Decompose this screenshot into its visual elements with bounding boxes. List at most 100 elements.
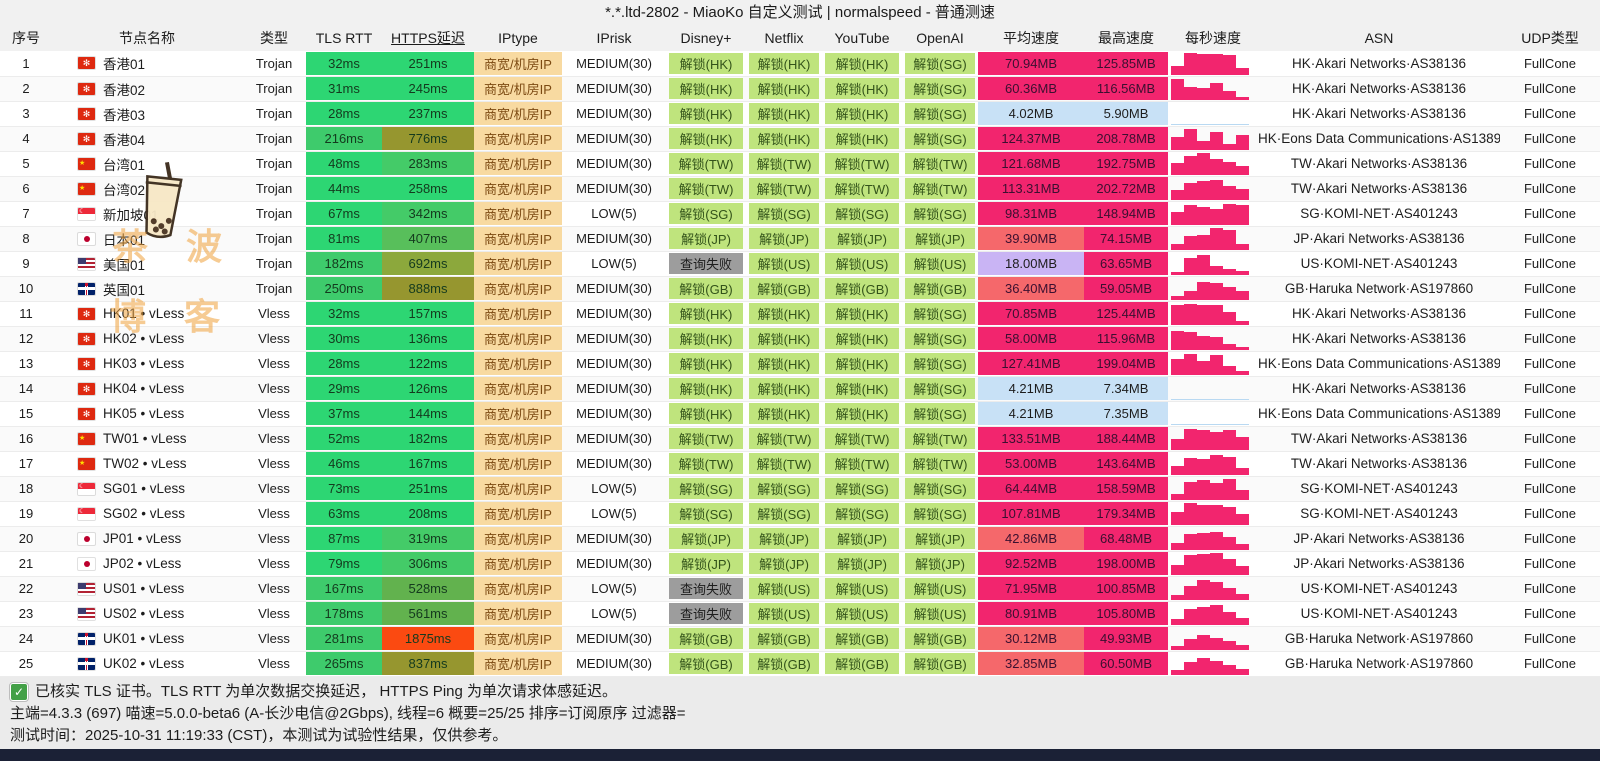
cell-disney-unlock: 解锁(HK) [666,101,746,127]
cell-tls-rtt: 167ms [306,576,382,602]
cell-max-speed: 115.96MB [1084,326,1168,352]
cell-https-latency: 126ms [382,376,474,402]
cell-protocol-type: Trojan [242,276,306,302]
cell-https-latency: 182ms [382,426,474,452]
cell-tls-rtt: 67ms [306,201,382,227]
cell-index: 2 [0,76,52,102]
cell-disney-unlock: 解锁(GB) [666,651,746,677]
hk-flag-icon [78,132,95,145]
cell-openai-unlock: 解锁(GB) [902,276,978,302]
cell-iptype: 商宽/机房IP [474,326,562,352]
cell-https-latency: 776ms [382,126,474,152]
cell-disney-unlock: 解锁(JP) [666,526,746,552]
cell-openai-unlock: 解锁(TW) [902,451,978,477]
cell-per-second-sparkline [1168,76,1258,102]
cell-max-speed: 60.50MB [1084,651,1168,677]
cell-udp-type: FullCone [1500,651,1600,677]
cell-openai-unlock: 解锁(TW) [902,426,978,452]
cell-https-latency: 837ms [382,651,474,677]
table-row: 12HK02 • vLessVless30ms136ms商宽/机房IPMEDIU… [0,326,1600,352]
cell-iptype: 商宽/机房IP [474,551,562,577]
cell-per-second-sparkline [1168,476,1258,502]
cell-netflix-unlock: 解锁(JP) [746,226,822,252]
cell-asn: HK·Akari Networks·AS38136 [1258,301,1500,327]
cell-disney-unlock: 解锁(HK) [666,301,746,327]
cell-netflix-unlock: 解锁(TW) [746,426,822,452]
us-flag-icon [78,257,95,270]
table-row: 23 US02 • vLess Vless 178ms 561ms 商宽/机房IP LOW(… [0,601,1600,627]
cell-avg-speed: 107.81MB [978,501,1084,527]
cell-tls-rtt: 46ms [306,451,382,477]
cell-iptype: 商宽/机房IP [474,426,562,452]
cell-max-speed: 188.44MB [1084,426,1168,452]
cn-flag-icon [78,457,95,470]
cell-node-name: TW02 • vLess [52,451,242,477]
cell-disney-unlock: 解锁(TW) [666,151,746,177]
cell-avg-speed: 32.85MB [978,651,1084,677]
cell-https-latency: 208ms [382,501,474,527]
gb-flag-icon [78,657,95,670]
cell-per-second-sparkline [1168,451,1258,477]
jp-flag-icon [78,232,95,245]
table-row: 6台湾02Trojan44ms258ms商宽/机房IPMEDIUM(30)解锁(… [0,176,1600,202]
cell-netflix-unlock: 解锁(HK) [746,126,822,152]
cell-netflix-unlock: 解锁(TW) [746,451,822,477]
column-header-4: HTTPS延迟 [382,25,474,51]
cell-tls-rtt: 281ms [306,626,382,652]
column-header-10: OpenAI [902,25,978,51]
cell-avg-speed: 42.86MB [978,526,1084,552]
cell-https-latency: 528ms [382,576,474,602]
report-footer: ✓ 已核实 TLS 证书。TLS RTT 为单次数据交换延迟， HTTPS Pi… [0,676,1600,749]
cell-avg-speed: 60.36MB [978,76,1084,102]
footer-version-line: 主端=4.3.3 (697) 喵速=5.0.0-beta6 (A-长沙电信@2G… [10,704,686,722]
cell-openai-unlock: 解锁(SG) [902,401,978,427]
cell-udp-type: FullCone [1500,601,1600,627]
cell-udp-type: FullCone [1500,76,1600,102]
cell-https-latency: 251ms [382,476,474,502]
speed-sparkline-chart [1168,202,1258,225]
column-header-2: 类型 [242,25,306,51]
cell-protocol-type: Vless [242,401,306,427]
cell-tls-rtt: 182ms [306,251,382,277]
cell-max-speed: 74.15MB [1084,226,1168,252]
cell-index: 22 [0,576,52,602]
gb-flag-icon [78,632,95,645]
cell-udp-type: FullCone [1500,376,1600,402]
cell-protocol-type: Trojan [242,101,306,127]
cell-iprisk: MEDIUM(30) [562,76,666,102]
cell-tls-rtt: 28ms [306,351,382,377]
cell-per-second-sparkline [1168,226,1258,252]
cell-index: 18 [0,476,52,502]
cell-index: 3 [0,101,52,127]
speed-sparkline-chart [1168,177,1258,200]
cell-per-second-sparkline [1168,351,1258,377]
cell-https-latency: 144ms [382,401,474,427]
cell-node-name: 香港03 [52,101,242,127]
cell-iprisk: LOW(5) [562,251,666,277]
column-header-0: 序号 [0,25,52,51]
cell-iptype: 商宽/机房IP [474,201,562,227]
cell-iptype: 商宽/机房IP [474,76,562,102]
cell-iptype: 商宽/机房IP [474,576,562,602]
cell-disney-unlock: 解锁(TW) [666,176,746,202]
cell-openai-unlock: 解锁(SG) [902,351,978,377]
speed-sparkline-chart [1168,102,1258,125]
cell-asn: HK·Akari Networks·AS38136 [1258,76,1500,102]
cell-avg-speed: 92.52MB [978,551,1084,577]
cell-udp-type: FullCone [1500,351,1600,377]
cell-protocol-type: Trojan [242,126,306,152]
cell-netflix-unlock: 解锁(TW) [746,176,822,202]
cell-protocol-type: Vless [242,376,306,402]
cell-per-second-sparkline [1168,51,1258,77]
cell-protocol-type: Vless [242,476,306,502]
cell-netflix-unlock: 解锁(GB) [746,651,822,677]
cell-iprisk: MEDIUM(30) [562,626,666,652]
cell-tls-rtt: 87ms [306,526,382,552]
cell-youtube-unlock: 解锁(TW) [822,426,902,452]
table-row: 21 JP02 • vLess Vless 79ms 306ms 商宽/机房IP MEDIU… [0,551,1600,577]
cell-https-latency: 167ms [382,451,474,477]
table-row: 20 JP01 • vLess Vless 87ms 319ms 商宽/机房IP MEDIU… [0,526,1600,552]
footer-tls-note: 已核实 TLS 证书。TLS RTT 为单次数据交换延迟， HTTPS Ping… [35,682,617,700]
cell-youtube-unlock: 解锁(HK) [822,376,902,402]
bottom-bar [0,749,1600,761]
